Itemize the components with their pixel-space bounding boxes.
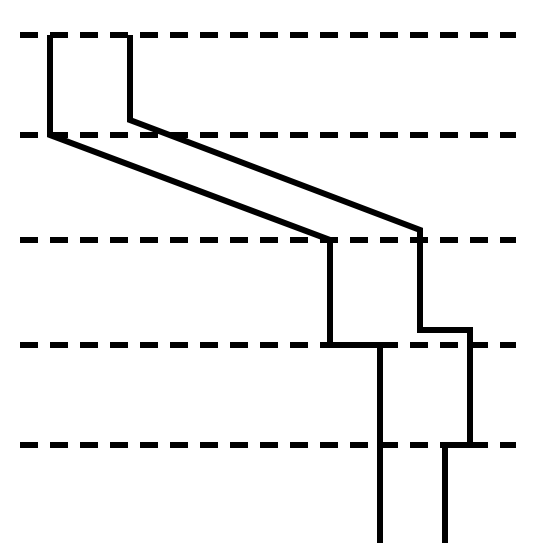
routing-diagram	[0, 0, 535, 543]
diagram-background	[0, 0, 535, 543]
